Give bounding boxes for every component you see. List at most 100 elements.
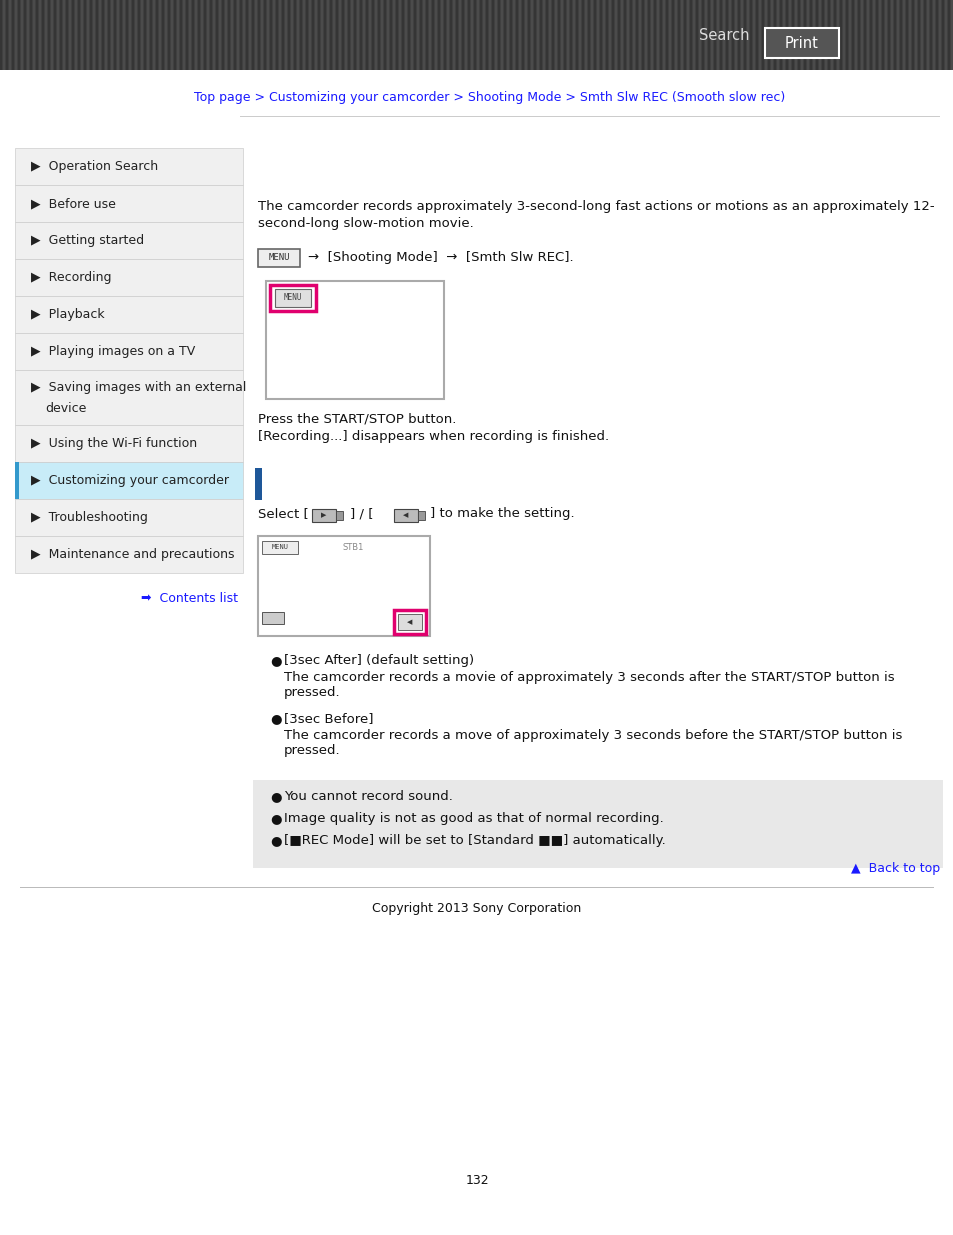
Bar xyxy=(731,0,733,70)
Bar xyxy=(941,0,943,70)
Bar xyxy=(135,0,137,70)
Bar xyxy=(890,0,892,70)
Bar xyxy=(335,0,337,70)
Bar xyxy=(92,0,95,70)
Bar xyxy=(63,0,65,70)
Bar xyxy=(194,0,196,70)
Bar xyxy=(261,0,263,70)
Bar xyxy=(270,285,315,311)
Bar xyxy=(75,0,77,70)
Bar xyxy=(662,0,664,70)
Bar xyxy=(615,0,617,70)
Bar xyxy=(626,0,628,70)
Bar xyxy=(147,0,149,70)
Bar xyxy=(534,0,536,70)
Bar xyxy=(78,0,80,70)
Bar xyxy=(464,0,467,70)
Bar xyxy=(938,0,940,70)
Bar xyxy=(752,0,754,70)
Bar xyxy=(639,0,640,70)
Bar xyxy=(594,0,596,70)
Bar xyxy=(503,0,505,70)
Bar xyxy=(359,0,361,70)
Bar xyxy=(372,0,374,70)
Bar xyxy=(659,0,661,70)
Bar xyxy=(500,0,502,70)
Text: ] to make the setting.: ] to make the setting. xyxy=(430,508,574,520)
Bar xyxy=(872,0,874,70)
Bar xyxy=(222,0,224,70)
Bar xyxy=(902,0,904,70)
Bar xyxy=(192,0,193,70)
Bar xyxy=(215,0,218,70)
Text: You cannot record sound.: You cannot record sound. xyxy=(284,790,453,803)
Bar xyxy=(461,0,463,70)
Text: MENU: MENU xyxy=(283,294,302,303)
Text: ●: ● xyxy=(270,834,281,847)
Bar xyxy=(776,0,779,70)
Text: Image quality is not as good as that of normal recording.: Image quality is not as good as that of … xyxy=(284,811,663,825)
Bar xyxy=(629,0,631,70)
Text: Select [: Select [ xyxy=(257,508,309,520)
Text: ▶  Operation Search: ▶ Operation Search xyxy=(30,161,158,173)
Bar xyxy=(665,0,667,70)
Bar xyxy=(201,0,203,70)
Bar xyxy=(767,0,769,70)
Text: pressed.: pressed. xyxy=(284,743,340,757)
Text: device: device xyxy=(45,403,87,415)
Bar xyxy=(401,0,403,70)
Bar xyxy=(377,0,379,70)
Bar xyxy=(848,0,850,70)
Bar xyxy=(833,0,835,70)
Bar xyxy=(552,0,554,70)
Bar xyxy=(416,0,418,70)
Bar xyxy=(443,0,446,70)
Bar xyxy=(141,0,143,70)
Text: ▶  Playing images on a TV: ▶ Playing images on a TV xyxy=(30,345,195,358)
Bar xyxy=(183,0,185,70)
Bar xyxy=(345,0,347,70)
Bar xyxy=(680,0,682,70)
Bar xyxy=(233,0,235,70)
Bar xyxy=(57,0,59,70)
Bar xyxy=(539,0,541,70)
Bar xyxy=(90,0,91,70)
Bar xyxy=(657,0,659,70)
Bar xyxy=(296,0,298,70)
Bar xyxy=(262,541,297,555)
Bar xyxy=(764,28,838,58)
Bar xyxy=(884,0,886,70)
Text: ▶  Before use: ▶ Before use xyxy=(30,198,115,210)
Bar xyxy=(150,0,152,70)
Bar xyxy=(597,0,598,70)
Bar xyxy=(384,0,386,70)
Bar xyxy=(668,0,670,70)
Bar xyxy=(686,0,688,70)
Text: Copyright 2013 Sony Corporation: Copyright 2013 Sony Corporation xyxy=(372,902,581,915)
Bar xyxy=(356,0,358,70)
Bar xyxy=(15,222,243,259)
Bar xyxy=(746,0,748,70)
Bar xyxy=(450,0,452,70)
Bar xyxy=(671,0,673,70)
Bar xyxy=(887,0,889,70)
Bar xyxy=(113,0,116,70)
Text: STB1: STB1 xyxy=(342,542,363,552)
Text: [Recording...] disappears when recording is finished.: [Recording...] disappears when recording… xyxy=(257,430,608,443)
Bar xyxy=(788,0,790,70)
Bar xyxy=(836,0,838,70)
Bar xyxy=(422,0,424,70)
Bar xyxy=(707,0,709,70)
Text: ▶  Customizing your camcorder: ▶ Customizing your camcorder xyxy=(30,474,229,487)
Text: pressed.: pressed. xyxy=(284,685,340,699)
Bar xyxy=(654,0,656,70)
Bar xyxy=(518,0,520,70)
Bar xyxy=(602,0,604,70)
Bar xyxy=(914,0,916,70)
Text: ➡  Contents list: ➡ Contents list xyxy=(141,593,237,605)
Bar xyxy=(440,0,442,70)
Text: [■REC Mode] will be set to [Standard ■■] automatically.: [■REC Mode] will be set to [Standard ■■]… xyxy=(284,834,665,847)
Text: ▶: ▶ xyxy=(321,513,326,517)
Bar xyxy=(920,0,923,70)
Bar xyxy=(576,0,578,70)
